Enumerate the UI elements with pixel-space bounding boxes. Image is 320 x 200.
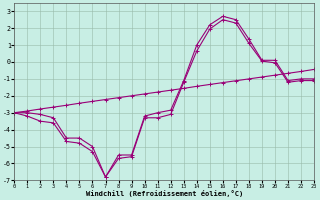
X-axis label: Windchill (Refroidissement éolien,°C): Windchill (Refroidissement éolien,°C) [85,190,243,197]
